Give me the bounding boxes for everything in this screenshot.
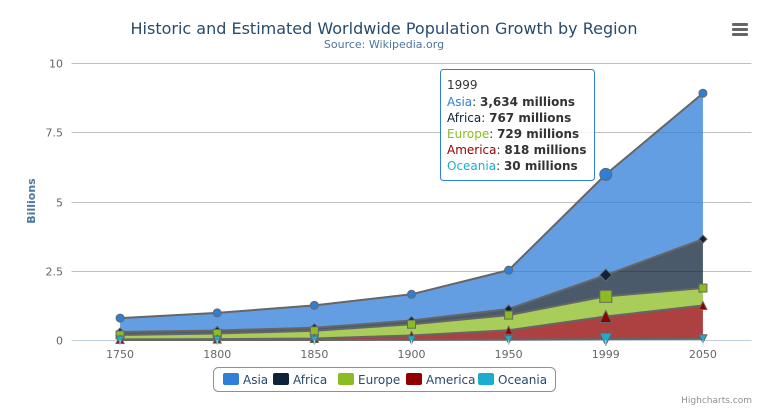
chart-title: Historic and Estimated Worldwide Populat… (131, 19, 638, 38)
legend-item-america[interactable]: America (406, 373, 476, 387)
tooltip-series-name: Asia (447, 95, 472, 109)
data-point (598, 309, 613, 324)
y-tick-label: 0 (56, 335, 63, 348)
chart-subtitle: Source: Wikipedia.org (324, 38, 444, 51)
data-point (599, 268, 613, 282)
tooltip-series-name: Europe (447, 127, 489, 141)
y-tick-label: 2.5 (46, 266, 64, 279)
tooltip-row: Oceania: 30 millions (447, 159, 578, 173)
legend-swatch (338, 373, 354, 385)
data-point (503, 325, 514, 335)
tooltip-row: Asia: 3,634 millions (447, 95, 575, 109)
tooltip-sep: : (489, 127, 497, 141)
data-point (503, 335, 514, 345)
y-tick-label: 10 (49, 58, 63, 71)
data-point (599, 167, 613, 181)
data-point (599, 289, 613, 303)
area-africa (120, 239, 703, 335)
tooltip-sep: : (472, 95, 480, 109)
legend-item-europe[interactable]: Europe (338, 373, 400, 387)
data-point (698, 334, 708, 344)
y-tick-label: 5 (56, 197, 63, 210)
data-point (698, 300, 708, 310)
x-tick-label: 1900 (398, 348, 426, 361)
tooltip-sep: : (497, 143, 505, 157)
hamburger-menu-icon (732, 23, 748, 36)
legend-item-africa[interactable]: Africa (273, 373, 327, 387)
data-point (598, 332, 613, 347)
legend-item-asia[interactable]: Asia (223, 373, 268, 387)
legend-label: Oceania (498, 373, 547, 387)
tooltip: 1999 Asia: 3,634 millions Africa: 767 mill… (440, 69, 595, 181)
tooltip-row: Europe: 729 millions (447, 127, 579, 141)
data-point (309, 335, 320, 346)
data-point (698, 283, 708, 293)
tooltip-box (440, 69, 595, 181)
data-point (407, 319, 416, 329)
tooltip-row: Africa: 767 millions (447, 111, 571, 125)
tooltip-value: 767 millions (489, 111, 571, 125)
x-tick-label: 1950 (495, 348, 523, 361)
tooltip-value: 818 millions (504, 143, 586, 157)
data-point (115, 313, 125, 323)
tooltip-value: 30 millions (504, 159, 578, 173)
legend-swatch (406, 373, 422, 385)
tooltip-value: 3,634 millions (480, 95, 575, 109)
x-tick-label: 1750 (106, 348, 134, 361)
data-point (698, 88, 708, 98)
area-asia (120, 93, 703, 332)
x-tick-label: 1850 (300, 348, 328, 361)
tooltip-row: America: 818 millions (447, 143, 586, 157)
legend-swatch (223, 373, 239, 385)
data-point (407, 289, 416, 299)
area-america (120, 305, 703, 340)
legend-swatch (478, 373, 494, 385)
credits[interactable]: Highcharts.com (681, 396, 752, 406)
tooltip-sep: : (496, 159, 504, 173)
tooltip-series-name: America (447, 143, 497, 157)
data-point (504, 310, 514, 320)
tooltip-header: 1999 (447, 78, 478, 92)
legend: Asia Africa Europe America Oceania (213, 367, 556, 392)
y-axis-title: Billions (25, 178, 38, 224)
export-menu-button[interactable] (728, 18, 752, 40)
legend-box (213, 367, 556, 392)
tooltip-series-name: Oceania (447, 159, 496, 173)
data-point (309, 300, 319, 310)
legend-label: Asia (243, 373, 268, 387)
legend-label: Africa (293, 373, 327, 387)
data-point (212, 308, 222, 318)
tooltip-sep: : (481, 111, 489, 125)
tooltip-value: 729 millions (497, 127, 579, 141)
data-point (698, 234, 708, 244)
legend-label: America (426, 373, 476, 387)
data-point (212, 335, 223, 346)
x-tick-label: 1800 (203, 348, 231, 361)
x-tick-label: 2050 (689, 348, 717, 361)
legend-swatch (273, 373, 289, 385)
x-tick-label: 1999 (592, 348, 620, 361)
data-point (406, 335, 417, 345)
data-point (504, 265, 514, 275)
legend-item-oceania[interactable]: Oceania (478, 373, 547, 387)
data-point (115, 335, 125, 346)
y-tick-label: 7.5 (46, 127, 64, 140)
tooltip-series-name: Africa (447, 111, 481, 125)
legend-label: Europe (358, 373, 400, 387)
